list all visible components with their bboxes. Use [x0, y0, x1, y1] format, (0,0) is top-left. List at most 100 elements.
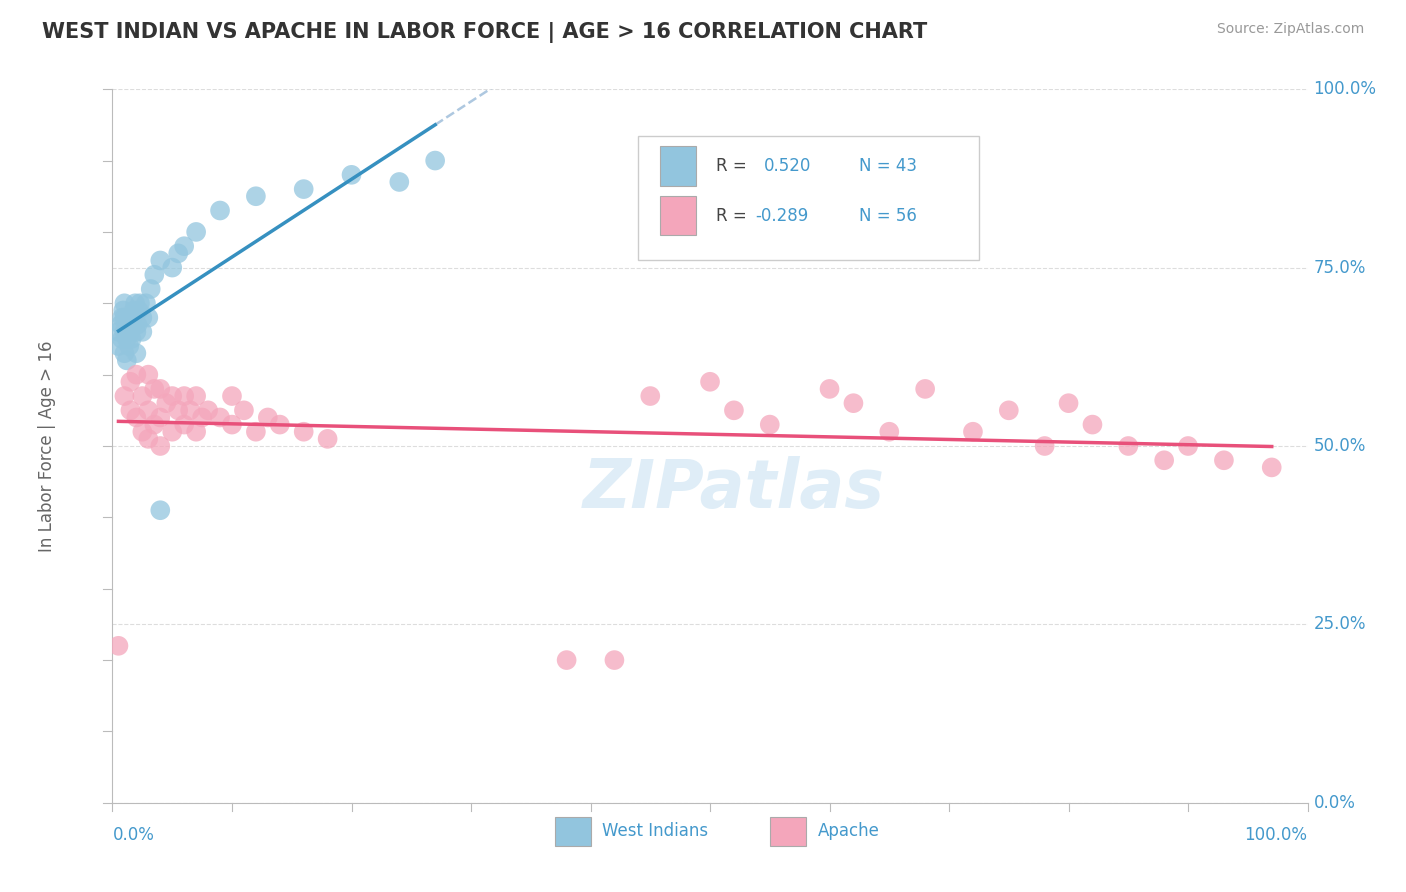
- Text: 0.520: 0.520: [763, 157, 811, 175]
- Point: [149, 382, 172, 396]
- Text: R =: R =: [716, 157, 752, 175]
- Point: [179, 403, 201, 417]
- Text: R =: R =: [716, 207, 752, 225]
- Point: [114, 325, 135, 339]
- Point: [135, 296, 157, 310]
- Point: [138, 368, 160, 382]
- Point: [115, 353, 138, 368]
- Point: [162, 425, 183, 439]
- Point: [129, 296, 152, 310]
- Point: [120, 310, 142, 325]
- Point: [186, 389, 208, 403]
- Bar: [770, 817, 806, 846]
- Point: [155, 396, 177, 410]
- Point: [138, 432, 160, 446]
- Point: [125, 325, 148, 339]
- Point: [173, 389, 195, 403]
- Text: WEST INDIAN VS APACHE IN LABOR FORCE | AGE > 16 CORRELATION CHART: WEST INDIAN VS APACHE IN LABOR FORCE | A…: [42, 22, 928, 44]
- Point: [340, 168, 363, 182]
- Point: [221, 417, 243, 432]
- Point: [162, 260, 183, 275]
- Point: [149, 410, 172, 425]
- Point: [603, 653, 626, 667]
- Point: [818, 382, 841, 396]
- Point: [138, 310, 160, 325]
- Point: [107, 639, 129, 653]
- Point: [640, 389, 662, 403]
- Point: [128, 303, 150, 318]
- Point: [197, 403, 219, 417]
- Text: Source: ZipAtlas.com: Source: ZipAtlas.com: [1216, 22, 1364, 37]
- Point: [121, 318, 143, 332]
- Point: [131, 389, 153, 403]
- Point: [149, 503, 172, 517]
- Point: [173, 239, 195, 253]
- Point: [1081, 417, 1104, 432]
- Point: [723, 403, 745, 417]
- Point: [388, 175, 411, 189]
- Text: 25.0%: 25.0%: [1313, 615, 1367, 633]
- Point: [191, 410, 214, 425]
- Point: [127, 318, 149, 332]
- Point: [1213, 453, 1236, 467]
- Point: [124, 296, 146, 310]
- Point: [425, 153, 447, 168]
- Point: [1261, 460, 1284, 475]
- Point: [245, 189, 267, 203]
- Text: West Indians: West Indians: [603, 822, 709, 840]
- Text: -0.289: -0.289: [755, 207, 808, 225]
- Point: [139, 282, 162, 296]
- Bar: [659, 196, 696, 235]
- Point: [962, 425, 984, 439]
- Point: [699, 375, 721, 389]
- Point: [209, 203, 232, 218]
- Bar: [554, 817, 591, 846]
- Point: [131, 325, 153, 339]
- Text: 100.0%: 100.0%: [1244, 826, 1308, 844]
- Point: [1153, 453, 1175, 467]
- Text: ZIPatlas: ZIPatlas: [583, 456, 884, 522]
- Point: [879, 425, 901, 439]
- Point: [143, 417, 166, 432]
- Point: [122, 303, 145, 318]
- Point: [114, 296, 135, 310]
- Point: [131, 310, 153, 325]
- Point: [107, 325, 129, 339]
- Point: [111, 310, 134, 325]
- Text: 0.0%: 0.0%: [112, 826, 155, 844]
- Point: [131, 425, 153, 439]
- Point: [110, 318, 132, 332]
- Point: [209, 410, 232, 425]
- Point: [149, 439, 172, 453]
- Text: 0.0%: 0.0%: [1313, 794, 1355, 812]
- Point: [233, 403, 256, 417]
- Point: [162, 389, 183, 403]
- Text: N = 56: N = 56: [859, 207, 917, 225]
- Point: [269, 417, 291, 432]
- Text: Apache: Apache: [818, 822, 880, 840]
- Point: [555, 653, 578, 667]
- Bar: [659, 146, 696, 186]
- Point: [167, 246, 190, 260]
- Point: [120, 403, 142, 417]
- Point: [117, 318, 139, 332]
- Point: [292, 425, 315, 439]
- Point: [138, 403, 160, 417]
- Point: [257, 410, 280, 425]
- Point: [143, 268, 166, 282]
- Point: [316, 432, 339, 446]
- Point: [115, 332, 138, 346]
- Point: [114, 346, 135, 360]
- Point: [1057, 396, 1080, 410]
- Text: 50.0%: 50.0%: [1313, 437, 1367, 455]
- Point: [998, 403, 1021, 417]
- Point: [107, 339, 129, 353]
- Point: [125, 346, 148, 360]
- Point: [167, 403, 190, 417]
- Bar: [638, 136, 979, 260]
- Point: [1033, 439, 1056, 453]
- Point: [759, 417, 782, 432]
- Point: [173, 417, 195, 432]
- Point: [292, 182, 315, 196]
- Point: [186, 225, 208, 239]
